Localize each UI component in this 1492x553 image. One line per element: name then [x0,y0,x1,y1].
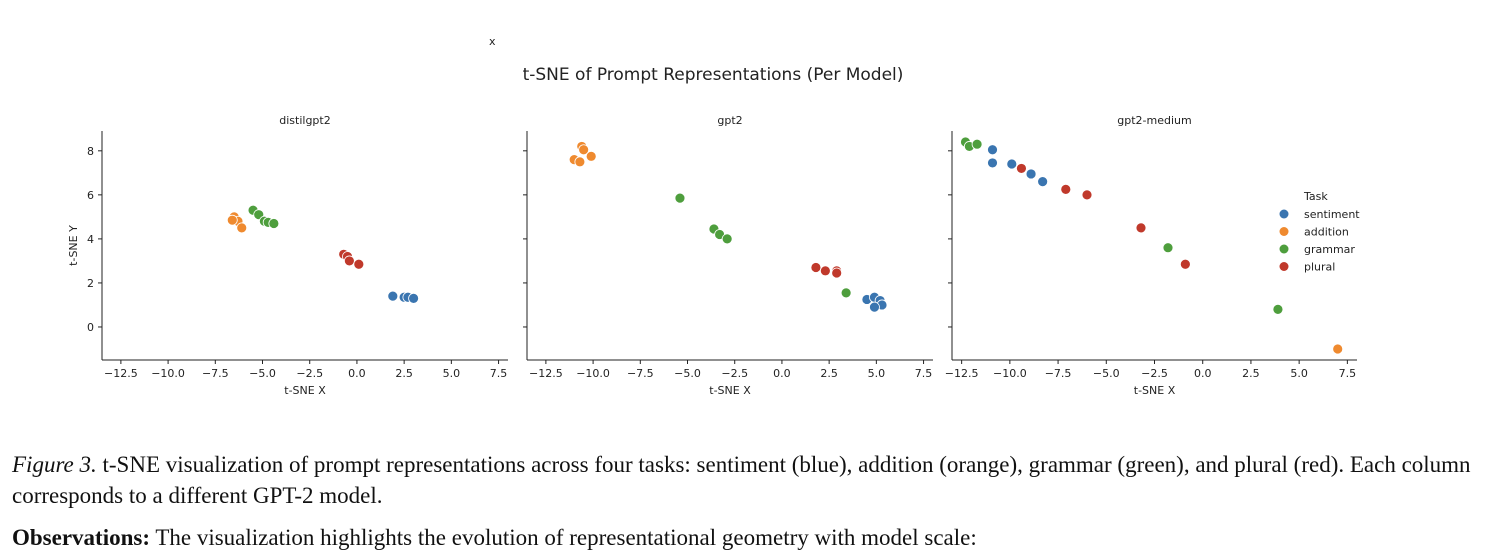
point-sentiment [387,290,399,302]
point-addition [574,156,586,168]
x-tick-label: −2.5 [296,367,323,380]
point-plural [810,262,822,273]
x-tick-label: −12.5 [945,367,979,380]
point-addition [585,150,597,162]
y-tick-label: 6 [87,189,94,202]
x-tick-label: 5.0 [1290,367,1308,380]
x-tick-label: −5.0 [1093,367,1120,380]
panel-distilgpt2: distilgpt2 −12.5 −10.0 −7.5 −5.0 −2.5 0.0 2.5 5.… [67,114,508,397]
x-tick-label: −7.5 [202,367,229,380]
x-tick-label: 5.0 [443,367,461,380]
y-tick-label: 8 [87,145,94,158]
legend-marker-plural [1279,262,1289,271]
point-sentiment [1037,176,1049,188]
x-tick-label: −2.5 [1141,367,1168,380]
caption-label: Figure 3. [12,452,97,477]
point-grammar [1162,242,1174,254]
panel-title: gpt2-medium [1117,114,1191,127]
x-tick-label: 0.0 [348,367,366,380]
point-sentiment [1006,158,1018,170]
x-tick-label: −5.0 [674,367,701,380]
legend-title: Task [1303,190,1328,203]
point-sentiment [987,157,998,169]
point-addition [578,144,590,156]
point-plural [1179,258,1191,270]
legend-label-grammar: grammar [1304,243,1355,256]
x-tick-label: −10.0 [993,367,1027,380]
point-grammar [1272,303,1284,315]
point-plural [1081,189,1093,201]
x-axis-label: t-SNE X [284,384,326,397]
legend-marker-grammar [1279,244,1289,254]
y-axis-label: t-SNE Y [67,225,80,266]
x-axis-label: t-SNE X [1134,384,1176,397]
x-tick-label: −10.0 [151,367,185,380]
point-grammar [840,287,852,299]
legend-label-addition: addition [1304,226,1349,239]
legend: Task sentiment addition grammar plural [1279,190,1360,274]
x-tick-label: 0.0 [1194,367,1212,380]
point-grammar [674,192,686,204]
point-plural [1060,183,1072,195]
y-tick-label: 2 [87,277,94,290]
point-grammar [268,218,280,229]
x-tick-label: −12.5 [529,367,563,380]
point-sentiment [987,144,998,156]
point-plural [353,258,365,270]
caption-text: t-SNE visualization of prompt representa… [12,452,1471,508]
x-tick-label: 7.5 [915,367,933,380]
point-plural [1016,163,1027,174]
x-tick-label: 2.5 [820,367,838,380]
x-tick-label: −7.5 [627,367,654,380]
x-tick-label: −10.0 [576,367,610,380]
figure-caption: Figure 3. t-SNE visualization of prompt … [12,449,1482,511]
tsne-figure: t-SNE of Prompt Representations (Per Mod… [67,65,1361,397]
x-axis-label: t-SNE X [709,384,751,397]
point-sentiment [1025,168,1037,180]
x-tick-label: 2.5 [395,367,413,380]
x-tick-label: −12.5 [104,367,138,380]
observations-paragraph: Observations: The visualization highligh… [12,522,1482,553]
x-tick-label: −7.5 [1045,367,1072,380]
legend-marker-sentiment [1279,209,1289,219]
panel-gpt2-medium: gpt2-medium −12.5 −10.0 −7.5 −5.0 −2.5 0.0 2.5 5… [945,114,1361,397]
figure-suptitle: t-SNE of Prompt Representations (Per Mod… [523,65,904,85]
panel-title: gpt2 [717,114,742,127]
point-plural [819,265,831,277]
point-sentiment [408,292,419,304]
y-tick-label: 0 [87,321,94,334]
x-tick-label: −5.0 [249,367,276,380]
x-tick-label: −2.5 [721,367,748,380]
stray-mark: x [489,35,496,48]
point-addition [1332,343,1344,355]
figure: t-SNE of Prompt Representations (Per Mod… [67,65,1361,397]
legend-marker-addition [1279,227,1289,236]
x-tick-label: 0.0 [773,367,791,380]
point-sentiment [869,301,880,313]
point-plural [831,267,843,279]
y-tick-label: 4 [87,233,94,246]
point-plural [343,255,355,267]
x-tick-label: 5.0 [868,367,886,380]
point-grammar [721,233,733,245]
point-plural [1135,222,1147,234]
observations-text: The visualization highlights the evoluti… [150,525,977,550]
point-addition [236,222,248,234]
x-tick-label: 2.5 [1242,367,1260,380]
x-tick-label: 7.5 [1339,367,1357,380]
legend-label-sentiment: sentiment [1304,208,1360,221]
observations-label: Observations: [12,525,150,550]
point-grammar [971,138,983,150]
x-tick-label: 7.5 [490,367,508,380]
legend-label-plural: plural [1304,261,1335,274]
panel-title: distilgpt2 [279,114,330,127]
panel-gpt2: gpt2 −12.5 −10.0 −7.5 −5.0 −2.5 0.0 2.5 5.0 7.5 t-… [523,114,933,397]
point-addition [226,214,238,226]
